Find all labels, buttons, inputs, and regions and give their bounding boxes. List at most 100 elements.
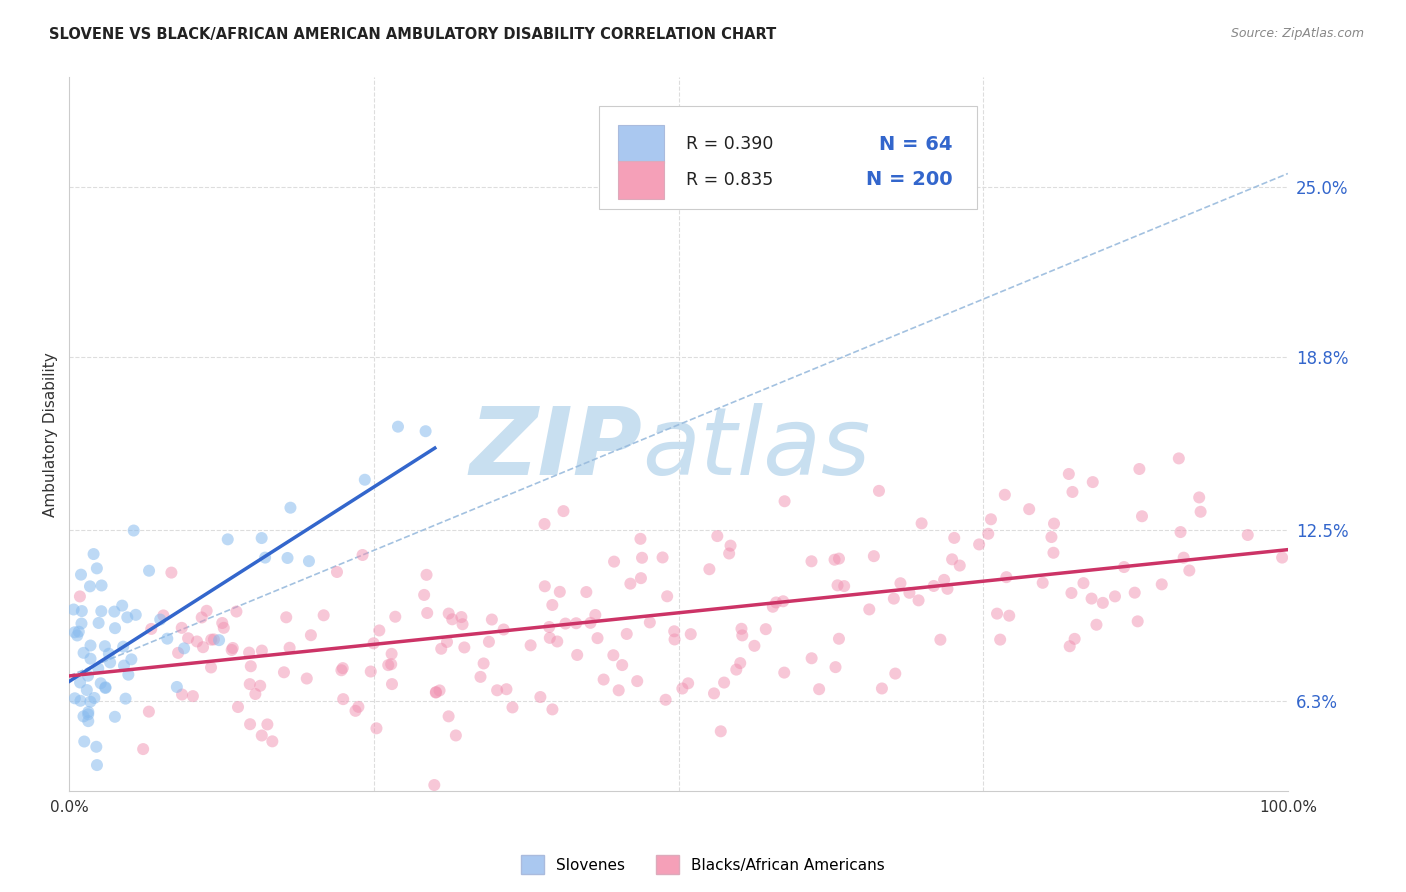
- Point: [387, 419, 409, 434]
- Point: [1062, 485, 1084, 500]
- Point: [444, 728, 467, 742]
- Point: [453, 640, 475, 655]
- Point: [998, 608, 1021, 623]
- Point: [1063, 632, 1085, 646]
- Point: [1178, 564, 1201, 578]
- Point: [212, 621, 235, 635]
- FancyBboxPatch shape: [617, 125, 664, 163]
- Point: [152, 608, 174, 623]
- Point: [619, 576, 641, 591]
- Point: [381, 647, 404, 661]
- Point: [90, 604, 112, 618]
- Point: [936, 582, 959, 596]
- Point: [1042, 546, 1064, 560]
- Text: atlas: atlas: [643, 403, 870, 494]
- Point: [276, 610, 298, 624]
- Point: [413, 588, 436, 602]
- Point: [437, 709, 460, 723]
- Point: [77, 669, 100, 683]
- Point: [202, 632, 225, 647]
- Point: [276, 551, 298, 566]
- Point: [67, 624, 90, 639]
- Point: [720, 539, 742, 553]
- Point: [579, 615, 602, 630]
- Point: [773, 665, 796, 680]
- Y-axis label: Ambulatory Disability: Ambulatory Disability: [44, 352, 58, 516]
- Point: [1188, 491, 1211, 505]
- Text: SLOVENE VS BLACK/AFRICAN AMERICAN AMBULATORY DISABILITY CORRELATION CHART: SLOVENE VS BLACK/AFRICAN AMERICAN AMBULA…: [49, 27, 776, 42]
- Point: [1085, 617, 1108, 632]
- Point: [211, 615, 233, 630]
- Point: [450, 610, 472, 624]
- Point: [98, 656, 121, 670]
- Point: [495, 682, 517, 697]
- Point: [713, 675, 735, 690]
- Point: [186, 634, 208, 648]
- Point: [70, 616, 93, 631]
- Point: [117, 610, 139, 624]
- Point: [765, 595, 787, 609]
- Point: [586, 631, 609, 645]
- Point: [221, 643, 243, 657]
- Point: [664, 624, 686, 639]
- Point: [1060, 586, 1083, 600]
- Point: [548, 584, 571, 599]
- Point: [63, 691, 86, 706]
- Point: [117, 667, 139, 681]
- Point: [533, 579, 555, 593]
- Point: [994, 488, 1017, 502]
- Point: [330, 663, 353, 677]
- Point: [377, 658, 399, 673]
- Text: R = 0.835: R = 0.835: [686, 171, 773, 189]
- Point: [884, 666, 907, 681]
- Point: [381, 677, 404, 691]
- Point: [77, 714, 100, 728]
- Point: [988, 632, 1011, 647]
- Point: [1150, 577, 1173, 591]
- Point: [167, 646, 190, 660]
- Point: [773, 494, 796, 508]
- Point: [173, 641, 195, 656]
- Point: [1073, 576, 1095, 591]
- Point: [250, 643, 273, 657]
- Point: [280, 500, 302, 515]
- Point: [671, 681, 693, 696]
- Point: [70, 567, 93, 582]
- Point: [630, 571, 652, 585]
- Point: [808, 682, 831, 697]
- Point: [827, 578, 849, 592]
- Point: [256, 717, 278, 731]
- Point: [239, 659, 262, 673]
- Point: [138, 705, 160, 719]
- Point: [575, 585, 598, 599]
- Point: [77, 705, 100, 719]
- Point: [630, 532, 652, 546]
- Point: [824, 660, 846, 674]
- Point: [72, 709, 94, 723]
- Point: [425, 685, 447, 699]
- Point: [226, 700, 249, 714]
- Point: [828, 632, 851, 646]
- Point: [250, 531, 273, 545]
- Point: [1128, 462, 1150, 476]
- Point: [114, 691, 136, 706]
- Point: [699, 562, 721, 576]
- Point: [239, 717, 262, 731]
- Point: [76, 683, 98, 698]
- Point: [299, 628, 322, 642]
- Point: [181, 689, 204, 703]
- Point: [592, 673, 614, 687]
- Point: [416, 606, 439, 620]
- Point: [90, 676, 112, 690]
- FancyBboxPatch shape: [599, 106, 977, 210]
- Point: [425, 685, 447, 699]
- Point: [368, 624, 391, 638]
- Point: [353, 473, 375, 487]
- Point: [125, 607, 148, 622]
- Point: [554, 616, 576, 631]
- Point: [1123, 585, 1146, 599]
- Point: [415, 424, 437, 438]
- Point: [222, 640, 245, 655]
- Point: [1271, 550, 1294, 565]
- Point: [583, 607, 606, 622]
